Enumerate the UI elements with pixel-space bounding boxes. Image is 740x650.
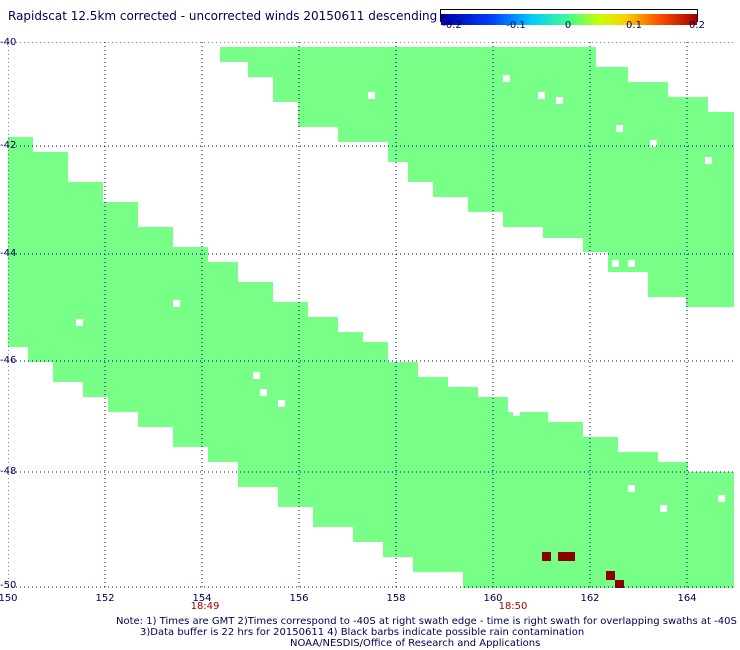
colorbar-tick: 0.2 bbox=[689, 20, 705, 31]
map-grid bbox=[8, 42, 734, 588]
lon-label: 152 bbox=[95, 593, 115, 604]
lon-label: 164 bbox=[677, 593, 697, 604]
lon-label: 162 bbox=[580, 593, 600, 604]
lon-label: 158 bbox=[386, 593, 406, 604]
map-plot-area bbox=[8, 42, 734, 588]
swath-time-label: 18:50 bbox=[498, 601, 528, 612]
note-line-2: 3)Data buffer is 22 hrs for 20150611 4) … bbox=[140, 627, 585, 638]
colorbar-gradient bbox=[441, 14, 697, 25]
lat-label: -44 bbox=[0, 248, 17, 259]
lon-label: 156 bbox=[289, 593, 309, 604]
lon-label: 150 bbox=[0, 593, 18, 604]
swath-south bbox=[8, 137, 734, 588]
lat-label: -48 bbox=[0, 466, 17, 477]
lon-label: 154 bbox=[192, 593, 212, 604]
rain-contamination-marks bbox=[542, 552, 624, 588]
lon-label: 160 bbox=[483, 593, 503, 604]
colorbar-tick: 0.1 bbox=[626, 20, 642, 31]
map-title: Rapidscat 12.5km corrected - uncorrected… bbox=[8, 9, 438, 23]
note-line-1: Note: 1) Times are GMT 2)Times correspon… bbox=[116, 616, 737, 627]
colorbar-tick: -0.2 bbox=[442, 20, 462, 31]
colorbar-tick: 0 bbox=[564, 20, 572, 31]
lat-label: -46 bbox=[0, 355, 17, 366]
lat-label: -50 bbox=[0, 580, 17, 591]
colorbar bbox=[440, 9, 698, 25]
note-line-3: NOAA/NESDIS/Office of Research and Appli… bbox=[290, 638, 541, 649]
swath-north bbox=[220, 47, 734, 307]
swath-time-label: 18:49 bbox=[190, 601, 220, 612]
data-gaps bbox=[76, 62, 725, 512]
lat-label: -42 bbox=[0, 140, 17, 151]
colorbar-tick: -0.1 bbox=[506, 20, 526, 31]
lat-label: -40 bbox=[0, 37, 17, 48]
